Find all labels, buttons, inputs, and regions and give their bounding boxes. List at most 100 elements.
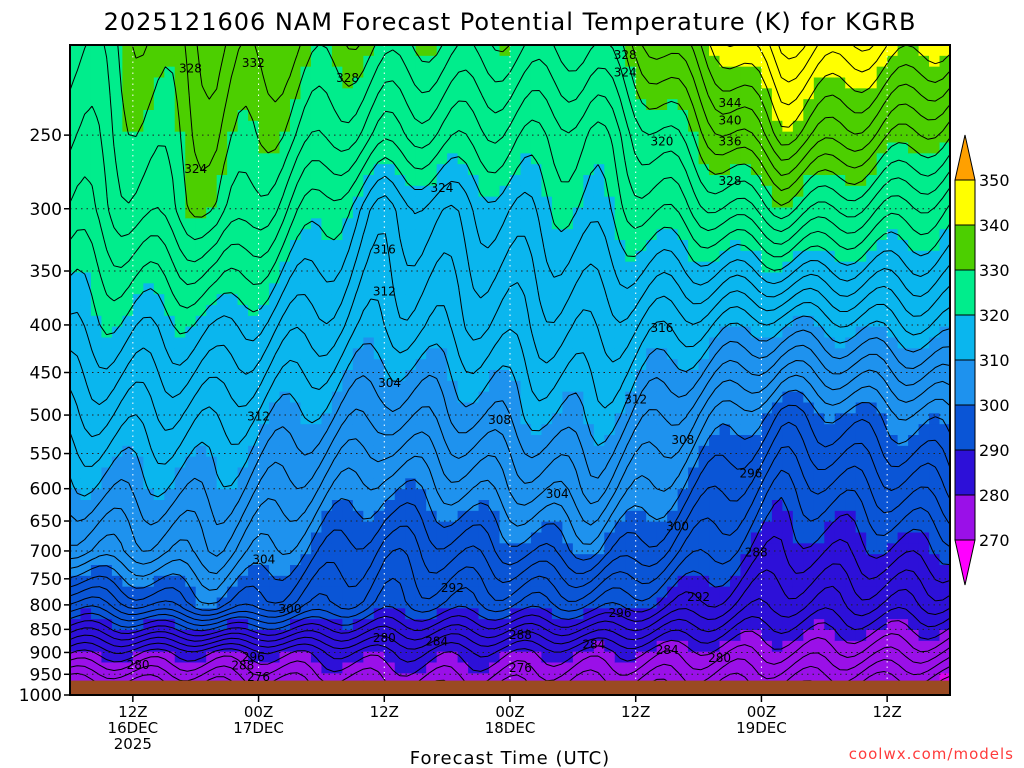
theta-cell [510,456,522,469]
theta-cell [101,456,113,469]
theta-cell [436,467,448,479]
theta-cell [625,500,637,512]
theta-cell [258,261,270,274]
theta-cell [373,131,385,144]
theta-cell [656,142,668,154]
theta-cell [436,120,448,133]
theta-cell [143,619,155,631]
theta-cell [90,521,103,534]
theta-cell [562,240,574,252]
theta-cell [468,489,480,501]
theta-cell [771,467,783,479]
theta-cell [384,315,396,328]
theta-cell [457,218,469,230]
theta-cell [426,630,438,642]
theta-cell [771,370,783,382]
theta-cell [248,99,260,111]
theta-cell [122,445,134,458]
theta-cell [908,435,920,447]
theta-cell [80,651,92,664]
theta-cell [824,532,836,544]
theta-cell [709,175,721,187]
theta-cell [813,640,825,653]
theta-cell [174,467,186,479]
theta-cell [436,391,448,404]
theta-cell [153,402,165,414]
theta-cell [688,554,700,566]
theta-cell [520,294,532,306]
theta-cell [394,391,406,404]
theta-cell [153,489,165,501]
theta-cell [813,250,825,263]
theta-cell [195,554,207,566]
theta-cell [457,272,469,284]
theta-cell [792,510,804,523]
theta-cell [143,175,155,187]
theta-cell [331,532,343,544]
theta-cell [709,66,721,79]
theta-cell [185,489,197,501]
theta-cell [489,673,501,685]
theta-cell [447,142,459,154]
theta-cell [918,359,930,371]
theta-cell [195,240,207,252]
theta-cell [478,131,490,144]
theta-cell [541,142,553,154]
theta-cell [164,424,176,436]
theta-cell [593,77,605,89]
theta-cell [855,250,867,263]
theta-cell [310,196,323,209]
theta-cell [750,175,763,187]
theta-cell [677,543,689,555]
theta-cell [908,142,920,154]
theta-cell [824,445,836,458]
theta-cell [688,326,700,339]
theta-cell [834,445,846,458]
theta-cell [709,380,721,393]
theta-cell [782,673,794,685]
theta-cell [551,630,563,642]
theta-cell [426,153,438,165]
theta-cell [468,586,480,599]
theta-cell [164,164,176,176]
theta-cell [824,250,836,263]
theta-cell [499,283,511,295]
theta-cell [394,110,406,122]
theta-cell [415,500,427,512]
theta-cell [363,326,375,339]
theta-cell [248,45,260,57]
theta-cell [300,164,312,176]
theta-cell [111,478,123,490]
theta-cell [426,326,438,339]
theta-cell [415,229,427,241]
theta-cell [876,510,888,523]
theta-cell [551,359,563,371]
theta-cell [604,175,616,187]
theta-cell [394,467,406,479]
theta-cell [499,662,511,674]
theta-cell [750,435,763,447]
theta-cell [908,489,920,501]
theta-cell [258,597,270,609]
theta-cell [101,673,113,685]
theta-cell [426,272,438,284]
theta-cell [394,185,406,198]
theta-cell [384,435,396,447]
theta-cell [70,240,82,252]
theta-cell [677,207,689,219]
theta-cell [625,543,637,555]
theta-cell [656,489,668,501]
theta-cell [164,142,176,154]
theta-cell [908,478,920,490]
theta-cell [887,218,899,230]
theta-cell [813,131,825,144]
theta-cell [90,250,103,263]
theta-cell [457,185,469,198]
theta-cell [185,305,197,317]
theta-cell [625,359,637,371]
theta-cell [876,120,888,133]
theta-cell [520,575,532,588]
theta-cell [635,142,647,154]
theta-cell [478,66,490,79]
theta-cell [709,196,721,209]
